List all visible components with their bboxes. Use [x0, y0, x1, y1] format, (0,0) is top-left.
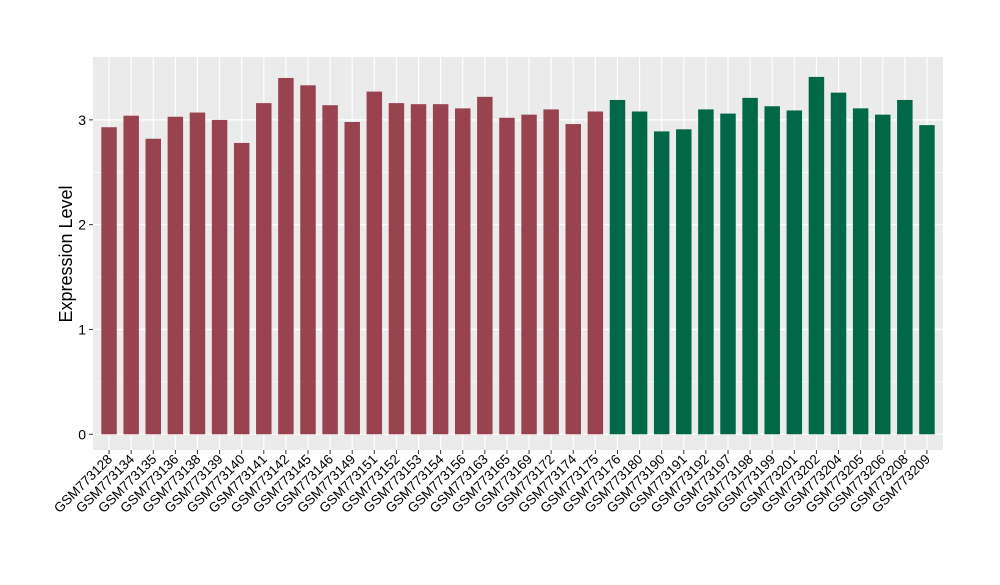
bar — [455, 108, 471, 435]
bar — [875, 114, 891, 435]
bar — [742, 97, 758, 435]
bar — [344, 121, 360, 435]
bar — [167, 116, 184, 435]
bar — [565, 124, 581, 435]
bar — [919, 125, 935, 435]
bar — [388, 103, 405, 435]
bar — [499, 117, 515, 435]
y-tick-label: 2 — [78, 217, 86, 233]
bar — [366, 91, 383, 435]
bar — [764, 106, 780, 435]
bar — [233, 142, 250, 435]
bar — [211, 119, 228, 435]
y-axis-title: Expression Level — [56, 185, 76, 322]
bar — [256, 103, 272, 435]
bar — [101, 127, 117, 435]
bar — [653, 131, 670, 435]
x-axis: GSM773128GSM773134GSM773135GSM773136GSM7… — [51, 450, 933, 516]
bar — [543, 109, 559, 435]
y-tick-label: 0 — [78, 426, 86, 442]
bar — [189, 112, 206, 435]
bar — [410, 104, 427, 435]
y-tick-label: 3 — [78, 112, 86, 128]
bar — [897, 99, 913, 435]
bar — [300, 85, 316, 435]
bar — [830, 92, 847, 435]
bar — [322, 105, 338, 435]
y-tick-label: 1 — [78, 321, 86, 337]
bar — [676, 129, 692, 435]
bar — [587, 111, 604, 435]
bar — [432, 104, 449, 435]
bar — [808, 76, 825, 435]
bar — [123, 115, 139, 435]
y-axis: 0 1 2 3 — [78, 112, 93, 442]
bar — [477, 96, 493, 435]
bar — [609, 99, 626, 435]
bar — [786, 110, 803, 435]
bars — [101, 76, 935, 435]
bar — [852, 108, 869, 435]
bar — [720, 113, 736, 435]
bar — [145, 138, 161, 435]
bar — [278, 77, 294, 435]
bar — [698, 109, 714, 435]
bar — [521, 114, 537, 435]
bar — [631, 111, 648, 435]
